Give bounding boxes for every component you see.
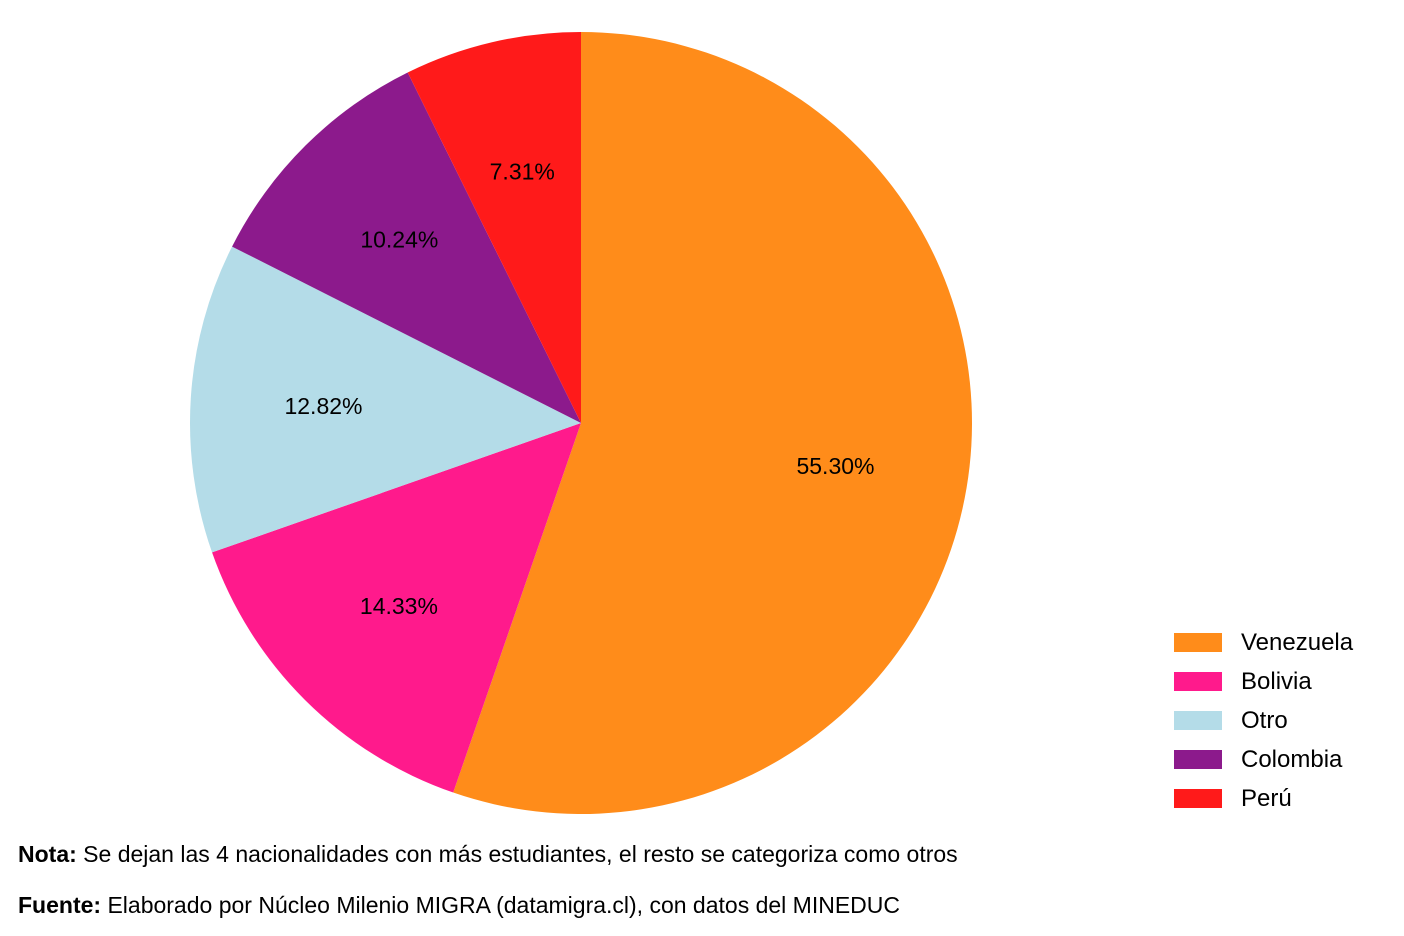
legend-item: Bolivia bbox=[1174, 662, 1394, 701]
pie-slice-venezuela bbox=[453, 32, 972, 815]
chart-legend: Venezuela Bolivia Otro Colombia Perú bbox=[1174, 623, 1394, 818]
slice-value-label: 10.24% bbox=[360, 227, 438, 253]
note-text: Se dejan las 4 nacionalidades con más es… bbox=[76, 841, 958, 867]
slice-value-label: 14.33% bbox=[360, 593, 438, 619]
pie-slice-per- bbox=[407, 32, 581, 423]
legend-swatch bbox=[1174, 711, 1222, 730]
note-label: Nota: bbox=[18, 841, 77, 867]
legend-label: Venezuela bbox=[1241, 628, 1354, 656]
legend-item: Venezuela bbox=[1174, 623, 1394, 662]
pie-slice-otro bbox=[189, 246, 581, 553]
legend-label: Bolivia bbox=[1241, 667, 1312, 695]
legend-swatch bbox=[1174, 789, 1222, 808]
legend-swatch bbox=[1174, 633, 1222, 652]
legend-item: Perú bbox=[1174, 779, 1394, 818]
chart-note: Nota: Se dejan las 4 nacionalidades con … bbox=[18, 841, 958, 867]
pie-slice-bolivia bbox=[212, 423, 581, 793]
legend-swatch bbox=[1174, 672, 1222, 691]
chart-source: Fuente: Elaborado por Núcleo Milenio MIG… bbox=[18, 892, 900, 918]
source-label: Fuente: bbox=[18, 892, 102, 918]
legend-label: Perú bbox=[1241, 784, 1292, 812]
legend-item: Colombia bbox=[1174, 740, 1394, 779]
slice-value-label: 12.82% bbox=[284, 393, 362, 419]
source-text: Elaborado por Núcleo Milenio MIGRA (data… bbox=[101, 892, 900, 918]
slice-value-label: 55.30% bbox=[796, 453, 874, 479]
legend-item: Otro bbox=[1174, 701, 1394, 740]
legend-label: Otro bbox=[1241, 706, 1288, 734]
legend-swatch bbox=[1174, 750, 1222, 769]
pie-value-labels: 55.30% 14.33% 12.82% 10.24% 7.31% bbox=[284, 159, 874, 619]
legend-label: Colombia bbox=[1241, 745, 1343, 773]
pie-slices bbox=[189, 32, 972, 815]
slice-value-label: 7.31% bbox=[490, 159, 555, 185]
pie-slice-colombia bbox=[232, 72, 582, 424]
